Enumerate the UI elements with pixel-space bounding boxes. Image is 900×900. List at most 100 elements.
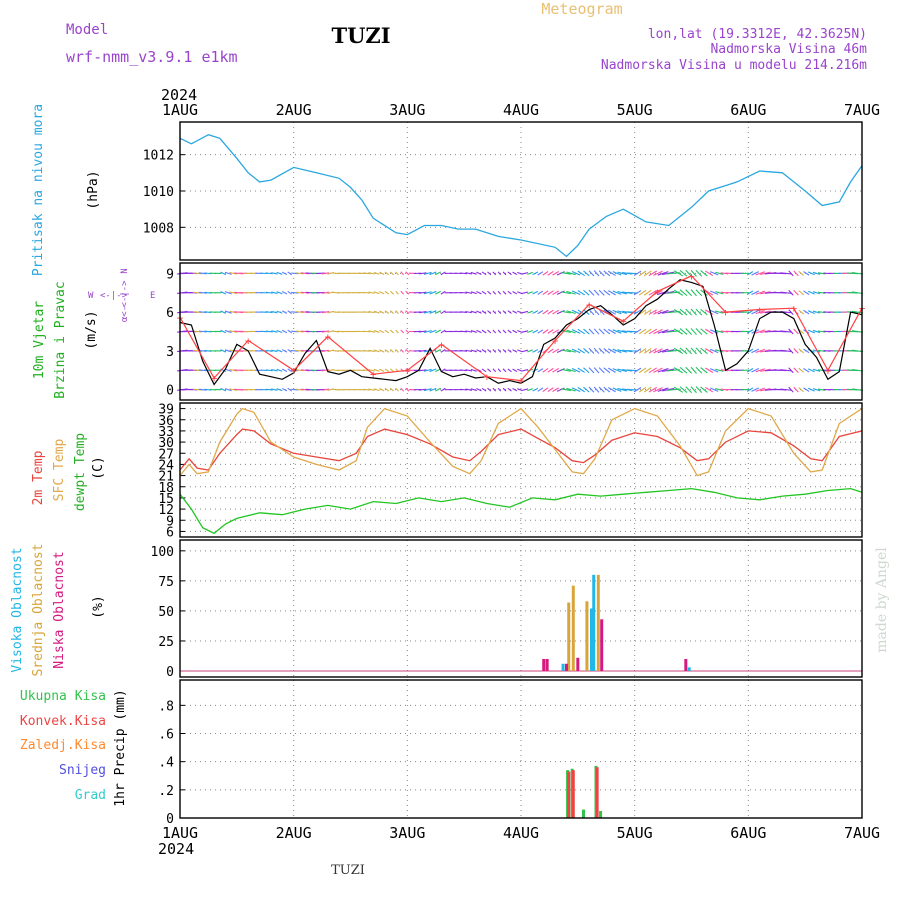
wind-arrow: [690, 328, 697, 335]
wind-arrow: [746, 309, 754, 315]
clouds-bar: [589, 608, 593, 671]
wind-arrow: [607, 328, 616, 335]
wind-arrow: [395, 271, 399, 276]
temperature-ytick-label: 39: [158, 403, 174, 418]
wind-arrow: [321, 369, 330, 372]
wind-arrow: [583, 289, 590, 296]
wind-arrow: [560, 388, 571, 392]
wind-arrow: [521, 291, 529, 294]
wind-arrow: [612, 387, 622, 392]
wind-arrow: [296, 388, 304, 391]
bottom-day-label: 1AUG: [162, 824, 198, 842]
wind-arrow: [583, 328, 590, 335]
wind-arrow: [537, 329, 544, 334]
wind-arrow: [363, 388, 370, 391]
wind-arrow: [720, 291, 729, 294]
wind-arrow: [720, 330, 729, 333]
cloud-ylabel-high: Visoka Oblacnost: [10, 547, 25, 672]
wind-arrow: [755, 310, 765, 315]
wind-arrow: [435, 271, 441, 276]
wind-arrow: [700, 347, 708, 355]
clouds-bar: [571, 585, 575, 671]
clouds-bar: [600, 619, 604, 671]
wind-arrow: [390, 387, 394, 392]
wind-arrow: [390, 290, 394, 295]
wind-arrow: [440, 310, 446, 314]
wind-arrow: [566, 329, 576, 334]
clouds-bar: [542, 658, 546, 671]
wind-arrow: [502, 290, 507, 295]
precip-bar: [571, 770, 575, 818]
wind-arrow: [476, 271, 482, 276]
wind-arrow: [583, 386, 590, 393]
wind-arrow: [812, 329, 821, 334]
wind-arrow: [577, 270, 585, 276]
bottom-day-label: 4AUG: [503, 824, 539, 842]
temperature-series-line: [179, 487, 863, 535]
wind-arrow: [379, 271, 385, 276]
wind-arrow: [532, 349, 539, 353]
wind-arrow: [798, 270, 805, 276]
wind-arrow: [793, 386, 799, 393]
wind-arrow: [638, 270, 647, 277]
wind-arrow: [492, 310, 497, 314]
wind-arrow: [695, 289, 703, 297]
pressure-series-line: [179, 133, 863, 258]
precip-ytick-label: 0: [166, 812, 174, 827]
wind-arrow: [481, 310, 487, 314]
wind-arrow: [648, 270, 658, 277]
wind-arrow: [502, 271, 507, 276]
wind-arrow: [291, 291, 299, 294]
wind-arrow: [507, 349, 512, 353]
wind-arrow: [368, 330, 375, 333]
wind-arrow: [497, 271, 502, 276]
wind-arrow: [497, 349, 502, 353]
wind-arrow: [423, 271, 432, 275]
wind-arrow: [552, 367, 560, 373]
wind-arrow: [643, 367, 652, 374]
wind-arrow: [281, 349, 288, 353]
wind-arrow: [566, 368, 576, 373]
wind-arrow: [593, 309, 600, 316]
wind-arrow: [321, 291, 330, 294]
wind-arrow: [566, 271, 576, 276]
wind-arrow: [276, 271, 283, 275]
wind-arrow: [760, 310, 771, 314]
wind-arrow: [429, 310, 437, 314]
wind-arrow: [224, 271, 232, 275]
wind-arrow: [198, 291, 207, 294]
wind-arrow: [807, 290, 815, 295]
wind-arrow: [626, 291, 638, 294]
wind-arrow: [552, 271, 560, 276]
wind-arrow: [633, 387, 642, 393]
clouds-ytick-label: 0: [166, 665, 174, 680]
temperature-ytick-label: 30: [158, 436, 174, 451]
wind-arrow: [788, 289, 794, 296]
wind-arrow: [598, 386, 605, 393]
wind-arrow: [803, 309, 810, 315]
wind-arrow: [460, 330, 468, 333]
wind-arrow: [418, 272, 427, 275]
wind-arrow: [560, 271, 571, 275]
wind-arrow: [193, 388, 203, 391]
wind-arrow: [812, 388, 821, 392]
wind-arrow: [487, 271, 492, 276]
wind-arrow: [547, 367, 554, 373]
wind-gust-marker: +: [654, 285, 661, 298]
temperature-ytick-label: 9: [166, 514, 174, 529]
temperature-ytick-label: 24: [158, 458, 174, 473]
wind-arrow: [291, 350, 299, 352]
wind-arrow: [287, 349, 293, 353]
wind-arrow: [603, 348, 611, 354]
wind-arrow: [476, 387, 482, 392]
wind-arrow: [657, 329, 669, 334]
temperature-ytick-label: 33: [158, 425, 174, 440]
wind-arrow: [527, 329, 534, 334]
clouds-ytick-label: 75: [158, 575, 174, 590]
cloud-ylabel-low: Niska Oblacnost: [52, 551, 67, 668]
wind-arrow: [470, 349, 477, 353]
wind-arrow: [476, 329, 482, 334]
wind-arrow: [798, 348, 805, 354]
temp-ylabel-3: dewpt Temp: [73, 433, 88, 511]
